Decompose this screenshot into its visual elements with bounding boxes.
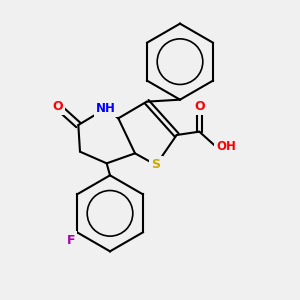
Text: O: O: [52, 100, 63, 112]
Text: NH: NH: [96, 102, 116, 115]
Text: F: F: [66, 233, 75, 247]
Text: S: S: [152, 158, 160, 172]
Text: OH: OH: [216, 140, 236, 153]
Text: O: O: [194, 100, 205, 113]
